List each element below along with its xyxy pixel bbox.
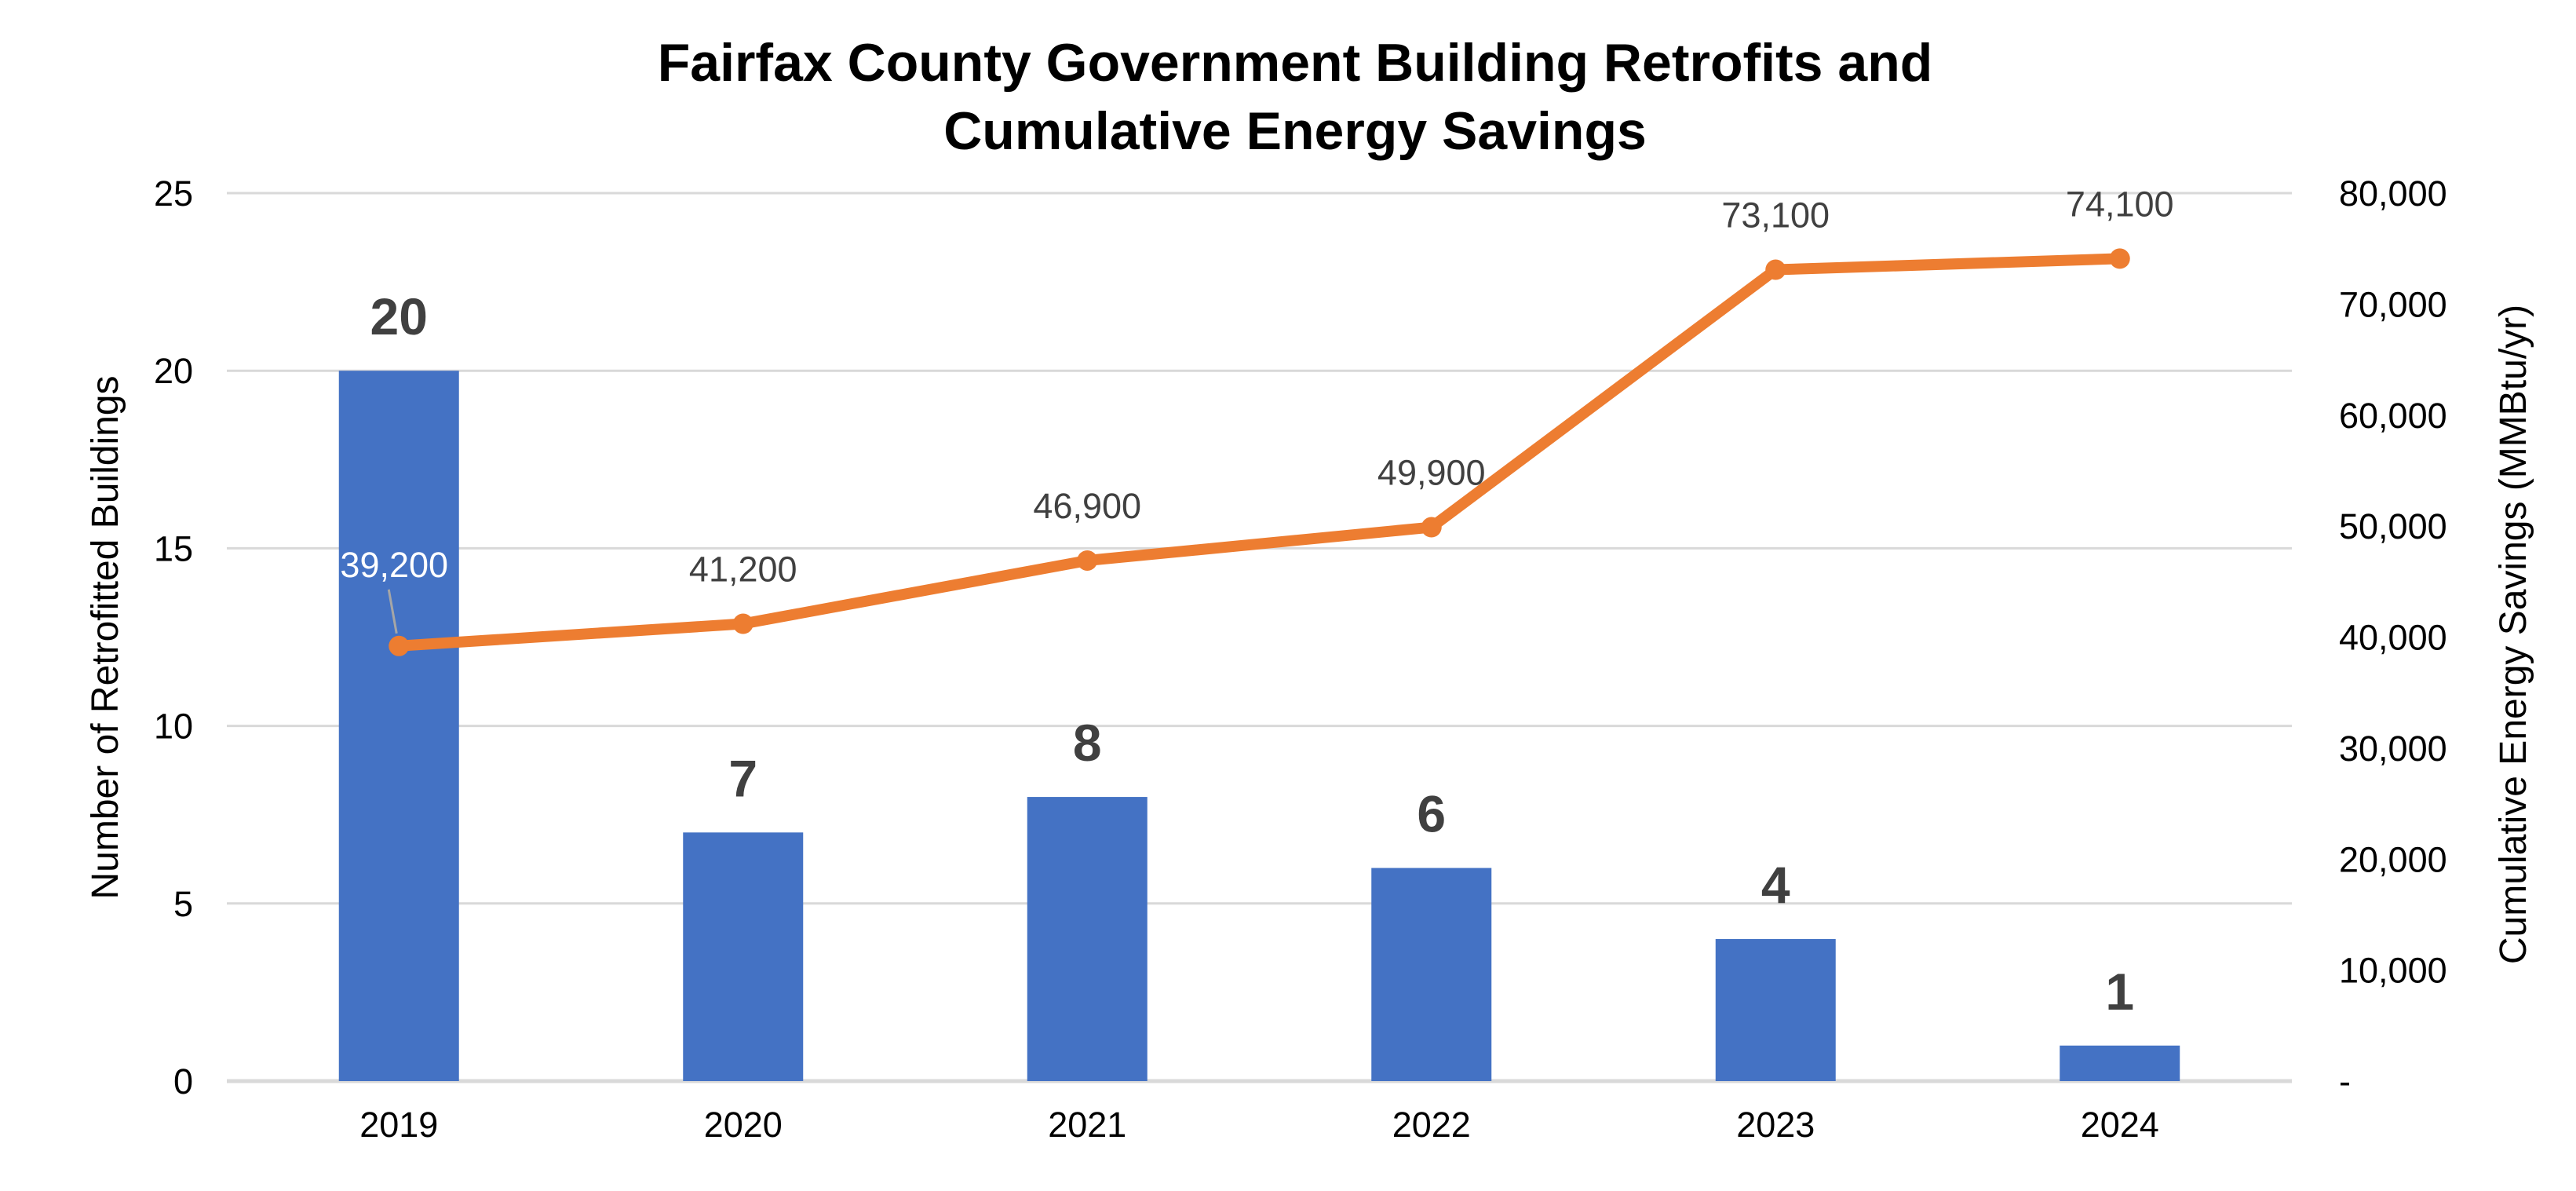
- line-data-label: 73,100: [1721, 195, 1830, 236]
- line-marker: [389, 635, 410, 656]
- bar-2019: [338, 371, 459, 1081]
- y-axis-primary-tick: 20: [154, 351, 193, 391]
- y-axis-primary-tick: 0: [173, 1061, 193, 1101]
- bar-data-label: 20: [370, 287, 428, 345]
- line-marker: [2109, 248, 2130, 269]
- x-axis-label: 2021: [1048, 1105, 1126, 1145]
- bar-2020: [683, 832, 804, 1081]
- x-axis-label: 2020: [704, 1105, 783, 1145]
- y-axis-primary-tick: 25: [154, 174, 193, 214]
- bar-data-label: 1: [2105, 963, 2134, 1021]
- y-axis-secondary-tick: 10,000: [2339, 951, 2447, 991]
- y-axis-secondary-tick: 20,000: [2339, 839, 2447, 879]
- y-axis-secondary-tick: -: [2339, 1061, 2351, 1101]
- bar-data-label: 7: [728, 749, 757, 807]
- bar-data-label: 8: [1073, 714, 1102, 772]
- y-axis-secondary-tick: 80,000: [2339, 174, 2447, 214]
- savings-line: [393, 253, 2125, 652]
- leader-line: [387, 589, 398, 634]
- plot-area: 0 5 10 15 20 25 - 10,000 20,000 30,000 40,000 50,00…: [154, 174, 2447, 1145]
- line-data-label: 39,200: [340, 545, 448, 585]
- x-axis-label: 2022: [1392, 1105, 1471, 1145]
- y-axis-primary-tick: 15: [154, 528, 193, 568]
- bar-2024: [2060, 1045, 2180, 1081]
- y-axis-secondary-tick: 30,000: [2339, 729, 2447, 769]
- y-axis-secondary-tick: 60,000: [2339, 396, 2447, 436]
- chart-title-line2: Cumulative Energy Savings: [943, 101, 1647, 161]
- bar-data-label: 6: [1417, 785, 1446, 843]
- bar-data-label: 4: [1761, 856, 1790, 914]
- chart-title-line1: Fairfax County Government Building Retro…: [658, 33, 1933, 93]
- y-axis-primary-tick: 5: [173, 884, 193, 924]
- line-marker: [1765, 259, 1786, 280]
- y-axis-secondary-tick: 50,000: [2339, 506, 2447, 546]
- bar-2021: [1027, 797, 1148, 1081]
- line-data-label: 46,900: [1033, 486, 1141, 526]
- y-axis-primary-tick: 10: [154, 707, 193, 747]
- x-axis-label: 2019: [359, 1105, 438, 1145]
- line-data-label: 49,900: [1377, 453, 1486, 493]
- line-data-label: 74,100: [2066, 184, 2174, 224]
- line-marker: [1421, 517, 1442, 538]
- x-axis-label: 2023: [1736, 1105, 1815, 1145]
- line-data-label: 41,200: [689, 550, 797, 590]
- bar-2023: [1715, 939, 1836, 1081]
- primary-axis-title: Number of Retrofitted Buildings: [85, 376, 126, 900]
- y-axis-secondary-tick: 70,000: [2339, 284, 2447, 324]
- secondary-axis-title: Cumulative Energy Savings (MMBtu/yr): [2493, 305, 2534, 964]
- y-axis-secondary-tick: 40,000: [2339, 618, 2447, 658]
- bar-2022: [1371, 868, 1492, 1081]
- line-marker: [732, 613, 753, 634]
- line-marker: [1077, 550, 1098, 571]
- x-axis-label: 2024: [2081, 1105, 2159, 1145]
